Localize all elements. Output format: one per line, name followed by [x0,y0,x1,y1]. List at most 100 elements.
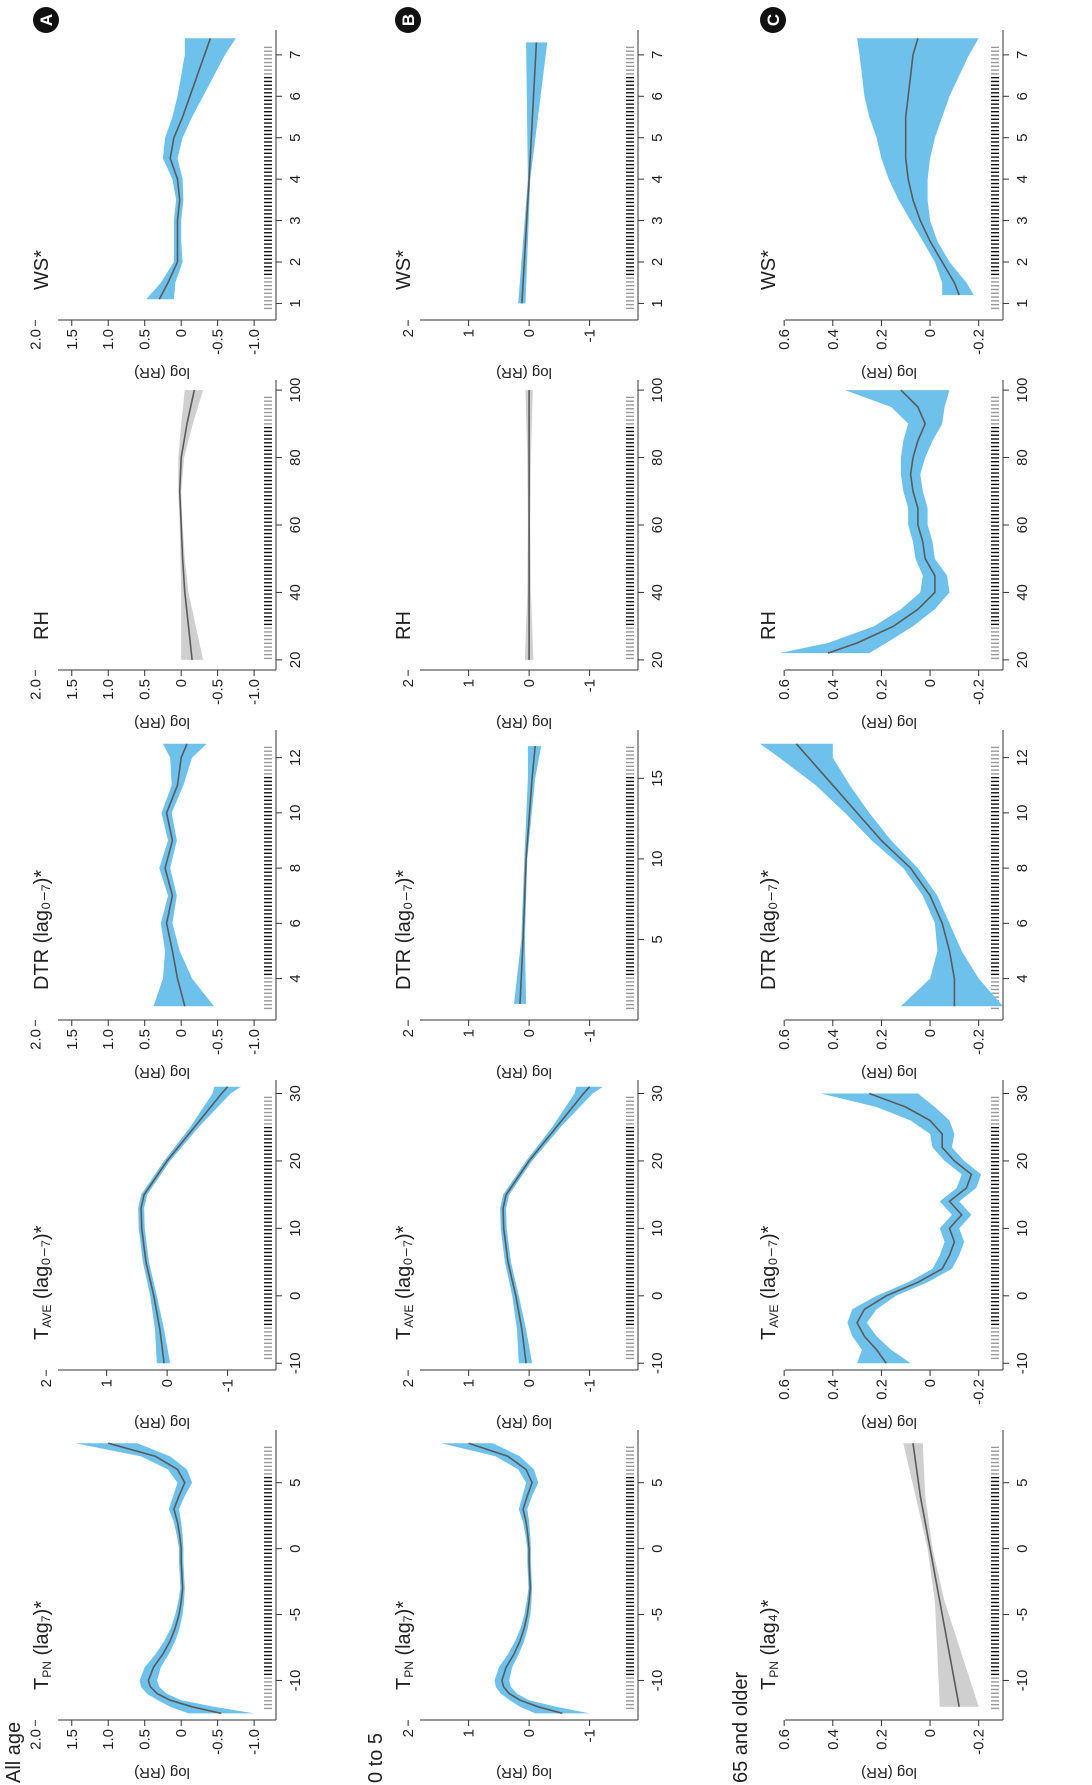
panel-10: TPN (lag₄)* 0.6 0.4 0.2 0 -0.2 log (RR) -10 -5 0 5 [758,1430,1031,1781]
y-tick-label: 0 [922,1029,939,1037]
y-axis-label: log (RR) [496,1764,552,1781]
panel-13: RH 0.6 0.4 0.2 0 -0.2 log (RR) 20 40 60 80 100 [758,378,1031,731]
x-tick-label: 10 [649,1220,666,1237]
y-tick-label: -1 [220,1379,237,1392]
x-tick-label: 4 [649,175,666,183]
y-tick-label: 0 [173,679,190,687]
estimate-line [164,743,188,1007]
confidence-band [857,38,979,296]
x-tick-label: 7 [287,51,304,59]
y-tick-label: -1.0 [246,329,263,355]
y-tick-label: -0.5 [210,1029,227,1055]
y-tick-label: 0 [922,679,939,687]
x-tick-label: 20 [649,1153,666,1170]
x-tick-label: 40 [287,584,304,601]
y-tick-label: 0.5 [137,329,154,350]
confidence-band [514,746,542,1004]
y-tick-label: 2.0 [27,1029,44,1050]
y-tick-label: 1 [461,329,478,337]
x-tick-label: 4 [1014,974,1031,982]
y-axis-label: log (RR) [134,1064,190,1081]
x-tick-label: 80 [1014,449,1031,466]
x-tick-label: 7 [1014,51,1031,59]
x-tick-label: 6 [1014,919,1031,927]
row-label-2: 65 and older [730,1671,752,1783]
y-tick-label: 2 [400,1379,417,1387]
y-tick-label: 0.2 [873,679,890,700]
panel-11: TAVE (lag₀₋₇)* 0.6 0.4 0.2 0 -0.2 log (RR) -10 0… [758,1080,1031,1431]
panel-8: RH 2 1 0 -1 log (RR) 20 40 60 80 100 [393,378,666,731]
y-tick-label: 1.0 [100,1729,117,1750]
y-tick-label: -0.5 [210,329,227,355]
y-tick-label: 0.6 [776,1379,793,1400]
confidence-band [153,743,214,1007]
x-tick-label: -10 [649,1352,666,1374]
x-tick-label: 20 [1014,1153,1031,1170]
y-axis-label: log (RR) [861,1414,917,1431]
x-tick-label: 100 [287,378,304,403]
y-axis-label: log (RR) [861,1064,917,1081]
y-axis-label: log (RR) [861,364,917,381]
panel-12: DTR (lag₀₋₇)* 0.6 0.4 0.2 0 -0.2 log (RR) 4 6 8 10… [758,730,1031,1081]
estimate-line [521,42,538,304]
x-tick-label: -10 [287,1670,304,1692]
y-tick-label: 2 [38,1379,55,1387]
y-tick-label: 0 [159,1379,176,1387]
x-tick-label: 6 [1014,92,1031,100]
y-tick-label: 1.5 [64,679,81,700]
x-tick-label: 30 [287,1085,304,1102]
panel-2: DTR (lag₀₋₇)* 2.0 1.5 1.0 0.5 0 -0.5 -1.0 log (R… [27,730,304,1081]
y-tick-label: 0.4 [825,679,842,700]
y-tick-label: 1.0 [100,1029,117,1050]
x-tick-label: 3 [1014,216,1031,224]
confidence-band [146,38,236,300]
y-tick-label: 0 [922,329,939,337]
confidence-band [820,1093,982,1364]
y-tick-label: -1.0 [246,1729,263,1755]
y-tick-label: -1.0 [246,679,263,705]
y-tick-label: 0 [173,329,190,337]
x-tick-label: -10 [649,1670,666,1692]
y-axis-label: log (RR) [134,364,190,381]
x-tick-label: 7 [649,51,666,59]
x-tick-label: 2 [1014,258,1031,266]
estimate-line [502,1086,591,1364]
panel-title: DTR (lag₀₋₇)* [758,870,780,990]
y-tick-label: 0 [521,1379,538,1387]
x-tick-label: 100 [1014,378,1031,403]
estimate-line [904,38,960,296]
x-tick-label: 5 [649,1479,666,1487]
y-tick-label: -1 [582,329,599,342]
x-tick-label: 4 [1014,175,1031,183]
x-tick-label: 15 [649,770,666,787]
confidence-band [441,1443,590,1714]
row-label-0: All age [3,1722,25,1783]
x-tick-label: 10 [287,1220,304,1237]
y-tick-label: 0 [521,1729,538,1737]
y-tick-label: 0.6 [776,679,793,700]
y-tick-label: 1.5 [64,329,81,350]
row-label-1: 0 to 5 [365,1733,387,1783]
panel-title: DTR (lag₀₋₇)* [31,870,53,990]
y-tick-label: 2 [400,329,417,337]
y-axis-label: log (RR) [496,714,552,731]
x-tick-label: 40 [1014,584,1031,601]
y-tick-label: 0.2 [873,1729,890,1750]
panel-badge-label-2: C [764,14,783,26]
panel-0: TPN (lag₇)* 2.0 1.5 1.0 0.5 0 -0.5 -1.0 log (RR)… [27,1430,304,1781]
y-tick-label: 0.2 [873,1379,890,1400]
x-tick-label: 5 [287,134,304,142]
y-tick-label: 1 [461,1729,478,1737]
x-tick-label: 5 [649,134,666,142]
y-axis-label: log (RR) [861,1764,917,1781]
x-tick-label: 2 [649,258,666,266]
panel-badge-0 [33,7,59,33]
panel-title: TPN (lag₇)* [393,1601,416,1690]
x-tick-label: 6 [649,92,666,100]
confidence-band [138,1086,241,1364]
y-tick-label: 0.5 [137,1729,154,1750]
y-tick-label: 2.0 [27,329,44,350]
